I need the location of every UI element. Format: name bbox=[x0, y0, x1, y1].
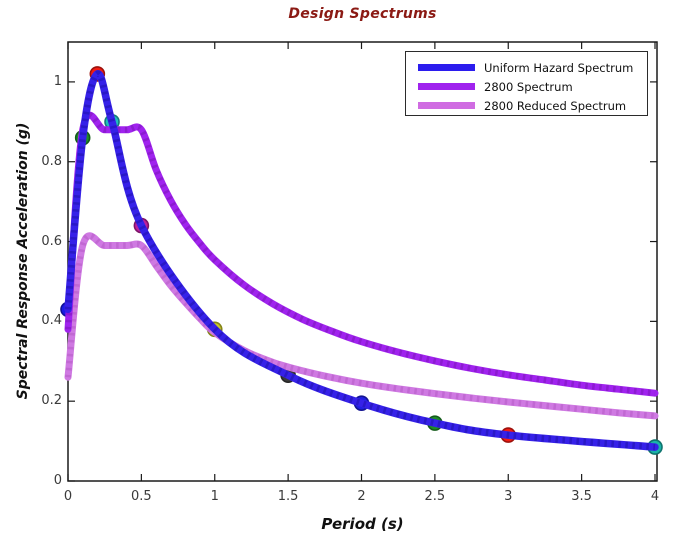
legend-item: 2800 Spectrum bbox=[418, 77, 647, 96]
x-tick-label: 3 bbox=[504, 489, 513, 504]
legend-swatch-uniform-hazard bbox=[418, 64, 475, 71]
curve-texture-2800-reduced-spectrum bbox=[65, 232, 656, 419]
y-tick-label: 0.2 bbox=[41, 393, 62, 409]
axis-ticks bbox=[67, 42, 657, 482]
y-tick-label: 1 bbox=[53, 73, 62, 89]
x-tick-label: 1 bbox=[210, 489, 219, 504]
legend-label: Uniform Hazard Spectrum bbox=[484, 60, 634, 75]
x-tick-label: 4 bbox=[650, 489, 660, 504]
x-tick-label: 0.5 bbox=[131, 489, 152, 504]
legend-label: 2800 Spectrum bbox=[484, 79, 573, 94]
y-tick-label: 0.8 bbox=[41, 153, 62, 169]
legend-label: 2800 Reduced Spectrum bbox=[484, 98, 627, 113]
chart-title: Design Spectrums bbox=[288, 6, 437, 22]
legend-item: Uniform Hazard Spectrum bbox=[418, 58, 647, 77]
y-tick-label: 0 bbox=[53, 473, 62, 488]
legend-box: Uniform Hazard Spectrum 2800 Spectrum 28… bbox=[405, 51, 648, 116]
curve-2800-reduced-spectrum bbox=[64, 232, 659, 420]
legend-swatch-2800 bbox=[418, 83, 475, 90]
x-tick-label: 1.5 bbox=[277, 489, 299, 504]
legend-item: 2800 Reduced Spectrum bbox=[418, 96, 647, 115]
y-tick-label: 0.6 bbox=[41, 233, 62, 249]
x-axis-label: Period (s) bbox=[321, 515, 404, 533]
x-tick-label: 0 bbox=[63, 489, 73, 504]
x-tick-label: 2.5 bbox=[424, 489, 446, 504]
curve-texture-2800-spectrum bbox=[65, 112, 656, 397]
legend-swatch-2800-reduced bbox=[418, 102, 475, 109]
y-tick-label: 0.4 bbox=[41, 313, 62, 329]
x-tick-label: 2 bbox=[357, 489, 366, 504]
x-tick-label: 3.5 bbox=[571, 489, 592, 504]
curve-texture-uniform-hazard-spectrum bbox=[64, 70, 656, 451]
